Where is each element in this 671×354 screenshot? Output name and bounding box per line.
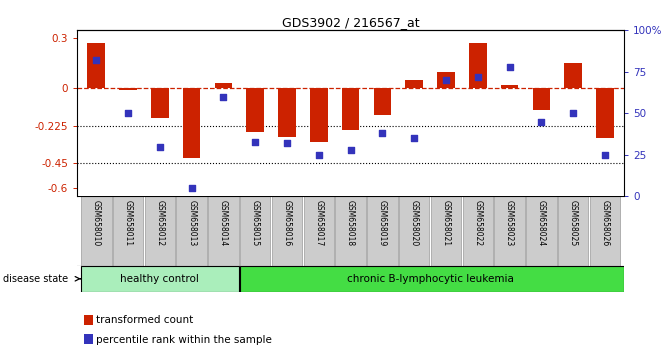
Bar — [597, 88, 614, 138]
Point — [472, 74, 483, 80]
Bar — [208, 196, 239, 266]
Bar — [336, 196, 366, 266]
Bar — [176, 196, 207, 266]
Point — [504, 64, 515, 69]
Text: GSM658018: GSM658018 — [346, 200, 355, 246]
Text: GSM658024: GSM658024 — [537, 200, 546, 246]
Point — [313, 152, 324, 158]
Text: GSM658016: GSM658016 — [282, 200, 291, 246]
Text: GSM658015: GSM658015 — [251, 200, 260, 246]
Bar — [183, 88, 201, 158]
Text: GSM658019: GSM658019 — [378, 200, 387, 246]
Text: GSM658014: GSM658014 — [219, 200, 228, 246]
Text: GSM658021: GSM658021 — [442, 200, 450, 246]
Point — [568, 110, 578, 116]
Text: GSM658026: GSM658026 — [601, 200, 609, 246]
Bar — [81, 196, 111, 266]
Text: chronic B-lymphocytic leukemia: chronic B-lymphocytic leukemia — [347, 274, 513, 284]
Text: disease state: disease state — [3, 274, 68, 284]
Bar — [437, 72, 455, 88]
Text: healthy control: healthy control — [120, 274, 199, 284]
Point — [123, 110, 134, 116]
Bar — [374, 88, 391, 115]
Point — [346, 147, 356, 153]
Bar — [462, 196, 493, 266]
Bar — [87, 44, 105, 88]
Point — [250, 139, 260, 144]
Text: GSM658022: GSM658022 — [473, 200, 482, 246]
Bar — [495, 196, 525, 266]
Point — [600, 152, 611, 158]
Bar — [215, 83, 232, 88]
Bar — [431, 196, 461, 266]
Bar — [501, 85, 518, 88]
Bar — [303, 196, 334, 266]
Text: GSM658010: GSM658010 — [92, 200, 101, 246]
Point — [282, 141, 293, 146]
Text: GSM658012: GSM658012 — [155, 200, 164, 246]
Text: GSM658017: GSM658017 — [314, 200, 323, 246]
Bar — [469, 44, 486, 88]
Bar — [278, 88, 296, 137]
Bar — [367, 196, 398, 266]
Point — [187, 185, 197, 191]
Point — [536, 119, 547, 125]
Bar — [564, 63, 582, 88]
Bar — [533, 88, 550, 110]
Point — [91, 57, 101, 63]
Text: GSM658020: GSM658020 — [410, 200, 419, 246]
Text: percentile rank within the sample: percentile rank within the sample — [96, 335, 272, 345]
Bar — [144, 196, 175, 266]
Bar — [240, 266, 624, 292]
Text: GSM658023: GSM658023 — [505, 200, 514, 246]
Bar — [310, 88, 327, 142]
Point — [154, 144, 165, 149]
Bar — [399, 196, 429, 266]
Point — [409, 135, 419, 141]
Text: GSM658013: GSM658013 — [187, 200, 196, 246]
Bar — [342, 88, 360, 130]
Bar — [113, 196, 144, 266]
Bar — [119, 88, 137, 90]
Title: GDS3902 / 216567_at: GDS3902 / 216567_at — [282, 16, 419, 29]
Point — [441, 77, 452, 83]
Bar — [558, 196, 588, 266]
Text: GSM658025: GSM658025 — [568, 200, 578, 246]
Bar — [405, 80, 423, 88]
Point — [218, 94, 229, 99]
Bar — [526, 196, 557, 266]
Bar — [590, 196, 620, 266]
Text: transformed count: transformed count — [96, 315, 193, 325]
Bar — [240, 196, 270, 266]
Bar — [272, 196, 302, 266]
Bar — [151, 88, 168, 118]
Point — [377, 130, 388, 136]
Bar — [81, 266, 240, 292]
Text: GSM658011: GSM658011 — [123, 200, 133, 246]
Bar — [246, 88, 264, 132]
